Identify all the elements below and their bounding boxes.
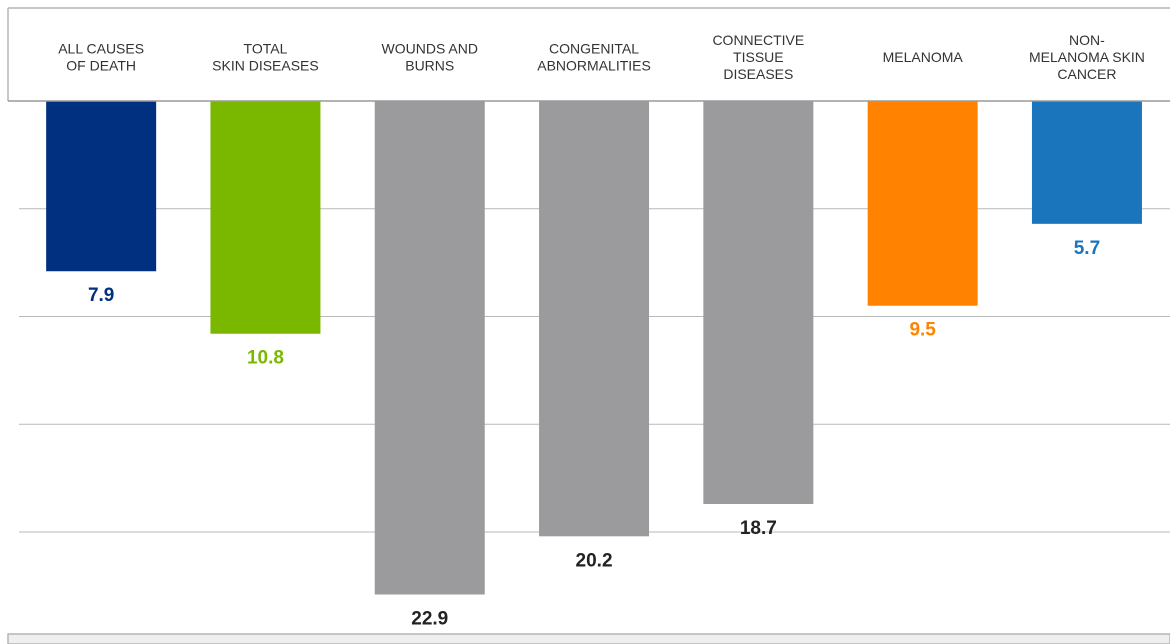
value-labels: 7.9 10.8 22.9 20.2 18.7 9.5 5.7 (88, 238, 1100, 630)
value-label: 10.8 (247, 348, 284, 369)
bar (703, 101, 814, 504)
bar (539, 101, 650, 537)
category-label: WOUNDS AND BURNS (382, 41, 478, 74)
category-label: TOTAL SKIN DISEASES (212, 41, 319, 74)
value-label: 5.7 (1074, 238, 1100, 259)
bars (46, 101, 1142, 595)
bar (46, 101, 157, 272)
footer-band-rect (7, 633, 1170, 644)
value-label: 7.9 (88, 285, 114, 306)
footer-band (7, 633, 1170, 644)
value-label: 22.9 (411, 608, 448, 629)
category-label: NON-MELANOMA SKIN CANCER (1029, 32, 1145, 82)
value-label: 20.2 (576, 550, 613, 571)
category-label: CONGENITAL ABNORMALITIES (537, 41, 651, 74)
category-label: CONNECTIVE TISSUE DISEASES (712, 32, 804, 82)
bar (867, 101, 978, 306)
value-label: 9.5 (909, 320, 936, 341)
bar (1031, 101, 1142, 224)
category-label: MELANOMA (883, 49, 964, 65)
bar (210, 101, 321, 334)
value-label: 18.7 (740, 518, 777, 539)
bar (374, 101, 485, 595)
category-label: ALL CAUSES OF DEATH (58, 41, 144, 74)
category-header: ALL CAUSES OF DEATH TOTAL SKIN DISEASES WOUN… (7, 7, 1170, 102)
